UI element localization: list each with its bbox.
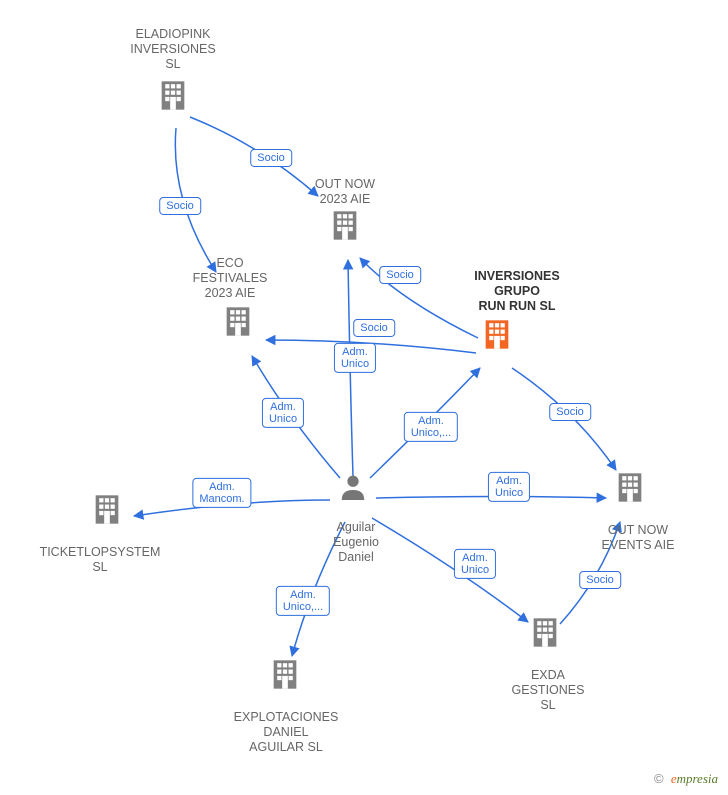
node-explotaciones[interactable]: EXPLOTACIONES DANIEL AGUILAR SL bbox=[216, 710, 356, 755]
person-icon-aguilar[interactable] bbox=[338, 472, 368, 509]
edge-label-aguilar-ticketlop: Adm. Mancom. bbox=[192, 478, 251, 508]
node-outnowevents[interactable]: OUT NOW EVENTS AIE bbox=[568, 523, 708, 553]
building-icon-ecofestivales[interactable] bbox=[221, 305, 255, 344]
node-label-explotaciones: EXPLOTACIONES DANIEL AGUILAR SL bbox=[216, 710, 356, 755]
node-label-aguilar: Aguilar Eugenio Daniel bbox=[286, 520, 426, 565]
node-inversiones[interactable]: INVERSIONES GRUPO RUN RUN SL bbox=[447, 269, 587, 314]
edge-label-aguilar-outnow2023: Adm. Unico bbox=[334, 343, 376, 373]
edge-label-eladiopink-ecofestivales: Socio bbox=[159, 197, 201, 215]
footer-copyright: © empresia bbox=[654, 771, 718, 787]
building-icon-explotaciones[interactable] bbox=[268, 658, 302, 697]
edge-label-inversiones-ecofestivales: Socio bbox=[353, 319, 395, 337]
node-ecofestivales[interactable]: ECO FESTIVALES 2023 AIE bbox=[160, 256, 300, 301]
building-icon-exda[interactable] bbox=[528, 616, 562, 655]
building-icon bbox=[268, 658, 302, 692]
person-icon bbox=[338, 472, 368, 504]
node-label-eladiopink: ELADIOPINK INVERSIONES SL bbox=[103, 27, 243, 72]
edge-label-aguilar-explotaciones: Adm. Unico,... bbox=[276, 586, 330, 616]
node-exda[interactable]: EXDA GESTIONES SL bbox=[478, 668, 618, 713]
building-icon bbox=[613, 471, 647, 505]
building-icon bbox=[221, 305, 255, 339]
edge-label-eladiopink-outnow2023: Socio bbox=[250, 149, 292, 167]
edges-layer bbox=[0, 0, 728, 795]
node-label-outnow2023: OUT NOW 2023 AIE bbox=[275, 177, 415, 207]
edge-label-exda-outnowevents: Socio bbox=[579, 571, 621, 589]
node-label-outnowevents: OUT NOW EVENTS AIE bbox=[568, 523, 708, 553]
node-aguilar[interactable]: Aguilar Eugenio Daniel bbox=[286, 520, 426, 565]
node-ticketlop[interactable]: TICKETLOPSYSTEM SL bbox=[30, 545, 170, 575]
edge-label-inversiones-outnowevents: Socio bbox=[549, 403, 591, 421]
node-label-ecofestivales: ECO FESTIVALES 2023 AIE bbox=[160, 256, 300, 301]
edge-label-inversiones-outnow2023: Socio bbox=[379, 266, 421, 284]
building-icon bbox=[156, 79, 190, 113]
building-icon bbox=[90, 493, 124, 527]
building-icon-inversiones[interactable] bbox=[480, 318, 514, 357]
copyright-symbol: © bbox=[654, 771, 664, 786]
node-label-ticketlop: TICKETLOPSYSTEM SL bbox=[30, 545, 170, 575]
node-eladiopink[interactable]: ELADIOPINK INVERSIONES SL bbox=[103, 27, 243, 72]
node-label-inversiones: INVERSIONES GRUPO RUN RUN SL bbox=[447, 269, 587, 314]
edge-label-aguilar-ecofestivales: Adm. Unico bbox=[262, 398, 304, 428]
edge-label-aguilar-inversiones: Adm. Unico,... bbox=[404, 412, 458, 442]
edge-label-aguilar-exda: Adm. Unico bbox=[454, 549, 496, 579]
building-icon-ticketlop[interactable] bbox=[90, 493, 124, 532]
node-label-exda: EXDA GESTIONES SL bbox=[478, 668, 618, 713]
brand-rest: mpresia bbox=[677, 771, 718, 786]
building-icon bbox=[528, 616, 562, 650]
node-outnow2023[interactable]: OUT NOW 2023 AIE bbox=[275, 177, 415, 207]
edge-label-aguilar-outnowevents: Adm. Unico bbox=[488, 472, 530, 502]
building-icon-outnowevents[interactable] bbox=[613, 471, 647, 510]
building-icon bbox=[480, 318, 514, 352]
building-icon-outnow2023[interactable] bbox=[328, 209, 362, 248]
building-icon bbox=[328, 209, 362, 243]
building-icon-eladiopink[interactable] bbox=[156, 79, 190, 118]
